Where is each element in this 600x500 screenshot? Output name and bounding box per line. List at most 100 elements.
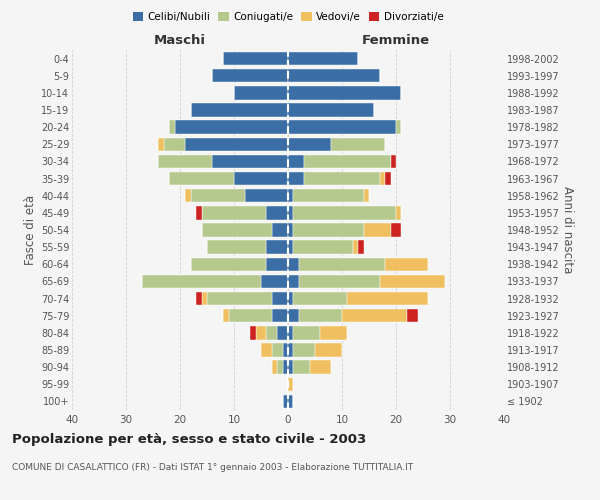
Bar bbox=[266, 258, 288, 271]
Bar bbox=[288, 292, 293, 306]
Bar bbox=[380, 274, 445, 288]
Bar bbox=[245, 189, 288, 202]
Bar bbox=[212, 69, 288, 82]
Bar bbox=[283, 344, 288, 356]
Bar bbox=[293, 344, 315, 356]
Bar bbox=[293, 206, 396, 220]
Bar bbox=[272, 360, 277, 374]
Bar bbox=[288, 154, 304, 168]
Bar bbox=[331, 138, 385, 151]
Bar bbox=[191, 189, 245, 202]
Bar bbox=[299, 274, 380, 288]
Bar bbox=[315, 344, 342, 356]
Bar bbox=[272, 344, 283, 356]
Bar bbox=[185, 138, 288, 151]
Bar bbox=[310, 360, 331, 374]
Bar bbox=[202, 206, 266, 220]
Bar bbox=[288, 394, 293, 408]
Bar bbox=[223, 309, 229, 322]
Bar bbox=[288, 104, 374, 117]
Bar bbox=[158, 154, 212, 168]
Legend: Celibi/Nubili, Coniugati/e, Vedovi/e, Divorziati/e: Celibi/Nubili, Coniugati/e, Vedovi/e, Di… bbox=[128, 8, 448, 26]
Y-axis label: Anni di nascita: Anni di nascita bbox=[560, 186, 574, 274]
Bar bbox=[266, 206, 288, 220]
Bar bbox=[342, 309, 407, 322]
Text: Femmine: Femmine bbox=[362, 34, 430, 46]
Bar bbox=[277, 360, 283, 374]
Bar bbox=[272, 309, 288, 322]
Bar bbox=[196, 206, 202, 220]
Bar bbox=[288, 172, 304, 186]
Bar bbox=[293, 240, 353, 254]
Bar bbox=[202, 292, 207, 306]
Bar bbox=[191, 104, 288, 117]
Bar bbox=[299, 309, 342, 322]
Bar bbox=[304, 172, 380, 186]
Bar bbox=[320, 326, 347, 340]
Bar bbox=[175, 120, 288, 134]
Bar bbox=[277, 326, 288, 340]
Bar bbox=[164, 138, 185, 151]
Bar bbox=[288, 240, 293, 254]
Bar bbox=[288, 274, 299, 288]
Bar bbox=[272, 292, 288, 306]
Bar bbox=[299, 258, 385, 271]
Bar bbox=[283, 394, 288, 408]
Bar bbox=[288, 189, 293, 202]
Bar bbox=[293, 326, 320, 340]
Bar bbox=[266, 240, 288, 254]
Bar bbox=[202, 224, 272, 236]
Bar bbox=[288, 344, 293, 356]
Bar bbox=[391, 154, 396, 168]
Bar bbox=[196, 292, 202, 306]
Bar bbox=[288, 86, 401, 100]
Bar bbox=[261, 344, 272, 356]
Bar bbox=[407, 309, 418, 322]
Bar bbox=[212, 154, 288, 168]
Text: COMUNE DI CASALATTICO (FR) - Dati ISTAT 1° gennaio 2003 - Elaborazione TUTTITALI: COMUNE DI CASALATTICO (FR) - Dati ISTAT … bbox=[12, 462, 413, 471]
Bar bbox=[293, 360, 310, 374]
Bar bbox=[288, 378, 293, 391]
Bar bbox=[256, 326, 266, 340]
Bar bbox=[347, 292, 428, 306]
Bar bbox=[353, 240, 358, 254]
Bar bbox=[391, 224, 401, 236]
Bar bbox=[293, 292, 347, 306]
Text: Popolazione per età, sesso e stato civile - 2003: Popolazione per età, sesso e stato civil… bbox=[12, 432, 366, 446]
Bar bbox=[364, 224, 391, 236]
Bar bbox=[288, 69, 380, 82]
Bar bbox=[169, 172, 234, 186]
Bar bbox=[288, 224, 293, 236]
Bar bbox=[396, 120, 401, 134]
Bar bbox=[266, 326, 277, 340]
Bar bbox=[396, 206, 401, 220]
Bar bbox=[283, 360, 288, 374]
Bar bbox=[385, 258, 428, 271]
Bar bbox=[191, 258, 266, 271]
Bar bbox=[250, 326, 256, 340]
Bar bbox=[380, 172, 385, 186]
Bar bbox=[293, 189, 364, 202]
Bar bbox=[364, 189, 369, 202]
Bar bbox=[229, 309, 272, 322]
Y-axis label: Fasce di età: Fasce di età bbox=[23, 195, 37, 265]
Bar bbox=[288, 120, 396, 134]
Bar bbox=[288, 258, 299, 271]
Bar bbox=[304, 154, 391, 168]
Bar bbox=[288, 360, 293, 374]
Bar bbox=[288, 326, 293, 340]
Bar bbox=[358, 240, 364, 254]
Bar bbox=[234, 86, 288, 100]
Bar bbox=[169, 120, 175, 134]
Bar bbox=[158, 138, 164, 151]
Bar bbox=[207, 240, 266, 254]
Bar bbox=[293, 224, 364, 236]
Bar bbox=[288, 138, 331, 151]
Bar bbox=[261, 274, 288, 288]
Bar bbox=[288, 309, 299, 322]
Bar bbox=[223, 52, 288, 66]
Bar bbox=[385, 172, 391, 186]
Bar bbox=[288, 52, 358, 66]
Text: Maschi: Maschi bbox=[154, 34, 206, 46]
Bar bbox=[185, 189, 191, 202]
